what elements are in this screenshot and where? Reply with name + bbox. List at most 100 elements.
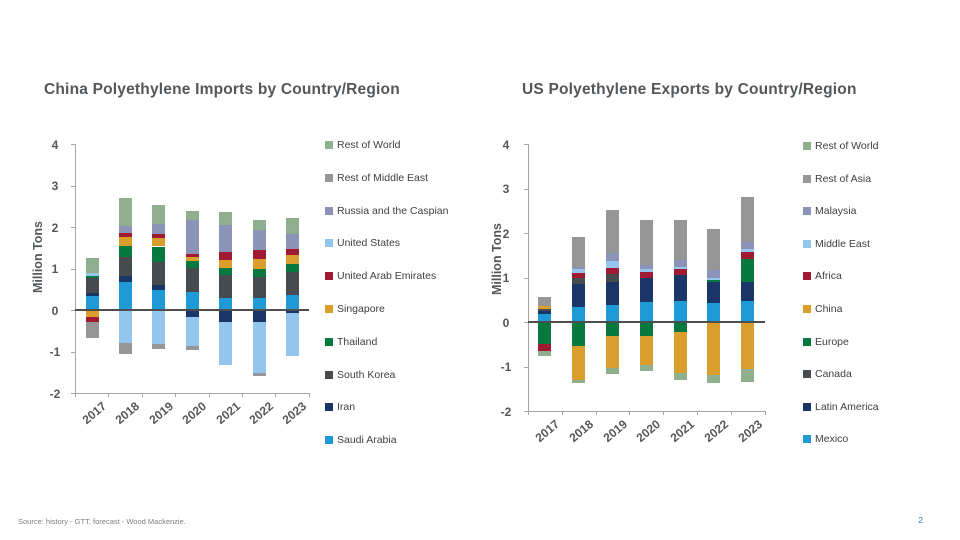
bar-segment (285, 218, 299, 234)
bar-segment (741, 301, 755, 322)
bar-segment (707, 269, 721, 278)
bar-segment (606, 281, 619, 306)
bar-segment (118, 237, 132, 246)
bar-segment (572, 269, 586, 273)
bar-segment (285, 313, 299, 357)
bar-segment (285, 310, 299, 314)
bar-segment (252, 250, 266, 259)
bar-segment (85, 273, 99, 277)
x-tick-label: 2022 (701, 417, 731, 445)
bar-segment (572, 237, 586, 267)
bar-segment (219, 322, 233, 365)
bar-segment (673, 269, 687, 275)
y-tick-label: -2 (500, 404, 512, 419)
x-tick-mark (595, 411, 597, 415)
y-tick-label: 3 (502, 182, 510, 196)
bar-segment (639, 272, 653, 279)
x-tick-mark (75, 393, 76, 397)
y-tick-mark (524, 277, 528, 279)
bar-segment (85, 292, 99, 297)
legend-label: Rest of World (337, 139, 401, 151)
bar-segment (152, 246, 166, 262)
y-tick-mark (524, 322, 528, 323)
y-tick-mark (71, 351, 75, 353)
y-tick-label: 4 (51, 137, 59, 152)
bar-segment (741, 249, 755, 252)
page-number: 2 (918, 515, 923, 525)
bar-segment (572, 322, 586, 347)
bar-segment (118, 233, 132, 238)
bar-segment (185, 256, 199, 262)
bar-segment (285, 263, 299, 272)
x-tick-label: 2017 (532, 417, 562, 445)
chart-title: US Polyethylene Exports by Country/Regio… (522, 81, 857, 98)
bar-segment (707, 322, 721, 376)
legend-swatch (325, 403, 333, 412)
y-tick-label: 4 (502, 137, 510, 152)
legend-label: Mexico (815, 433, 849, 446)
bar-segment (538, 308, 552, 312)
bar-segment (219, 211, 233, 226)
y-tick-mark (71, 144, 75, 145)
bar-segment (185, 267, 199, 292)
x-tick-label: 2020 (179, 399, 210, 427)
y-tick-label: 1 (51, 262, 59, 276)
bar-segment (185, 253, 199, 257)
bar-segment (741, 241, 755, 250)
x-tick-label: 2022 (246, 399, 276, 427)
bar-segment (85, 321, 99, 339)
legend-label: Middle East (815, 237, 870, 250)
legend-label: Europe (815, 335, 849, 348)
x-axis-line (528, 411, 765, 412)
bar-segment (285, 295, 299, 310)
bar-segment (741, 322, 755, 369)
y-tick-mark (71, 185, 75, 187)
x-tick-mark (764, 411, 766, 415)
bar-segment (673, 331, 687, 373)
legend-swatch (325, 173, 333, 182)
legend-label: Thailand (337, 335, 378, 348)
bar-segment (538, 311, 552, 314)
legend-swatch (325, 305, 333, 313)
x-tick-mark (275, 393, 277, 397)
y-tick-label: -2 (49, 386, 61, 401)
bar-segment (606, 253, 619, 262)
legend-label: Russia and the Caspian (337, 204, 449, 217)
bar-segment (185, 310, 199, 318)
bar-segment (538, 322, 552, 345)
bar-segment (118, 310, 132, 344)
x-tick-mark (663, 411, 665, 415)
bar-segment (219, 275, 233, 299)
y-tick-label: 3 (51, 179, 59, 193)
bar-segment (673, 301, 687, 322)
x-tick-mark (730, 411, 732, 415)
bar-segment (185, 211, 199, 220)
bar-segment (639, 278, 653, 302)
y-tick-mark (71, 310, 75, 311)
legend-label: Africa (815, 270, 842, 283)
legend-swatch (803, 272, 811, 281)
y-tick-mark (524, 366, 528, 368)
bar-segment (252, 258, 266, 270)
bar-segment (185, 317, 199, 346)
bar-segment (118, 257, 132, 276)
bar-segment (185, 291, 199, 310)
bar-segment (85, 276, 99, 279)
x-tick-mark (208, 393, 210, 397)
legend-swatch (803, 142, 811, 150)
bar-segment (219, 251, 233, 261)
legend-swatch (803, 435, 811, 444)
legend-swatch (325, 141, 333, 149)
y-tick-mark (524, 411, 528, 412)
x-tick-label: 2021 (667, 417, 698, 445)
bar-segment (219, 310, 233, 323)
bar-segment (152, 344, 166, 350)
bar-segment (538, 305, 552, 309)
bar-segment (85, 257, 99, 274)
y-axis-line (75, 144, 76, 393)
bar-segment (219, 267, 233, 276)
bar-segment (252, 373, 266, 377)
bar-segment (639, 265, 653, 270)
bar-segment (741, 259, 755, 282)
bar-segment (219, 298, 233, 310)
